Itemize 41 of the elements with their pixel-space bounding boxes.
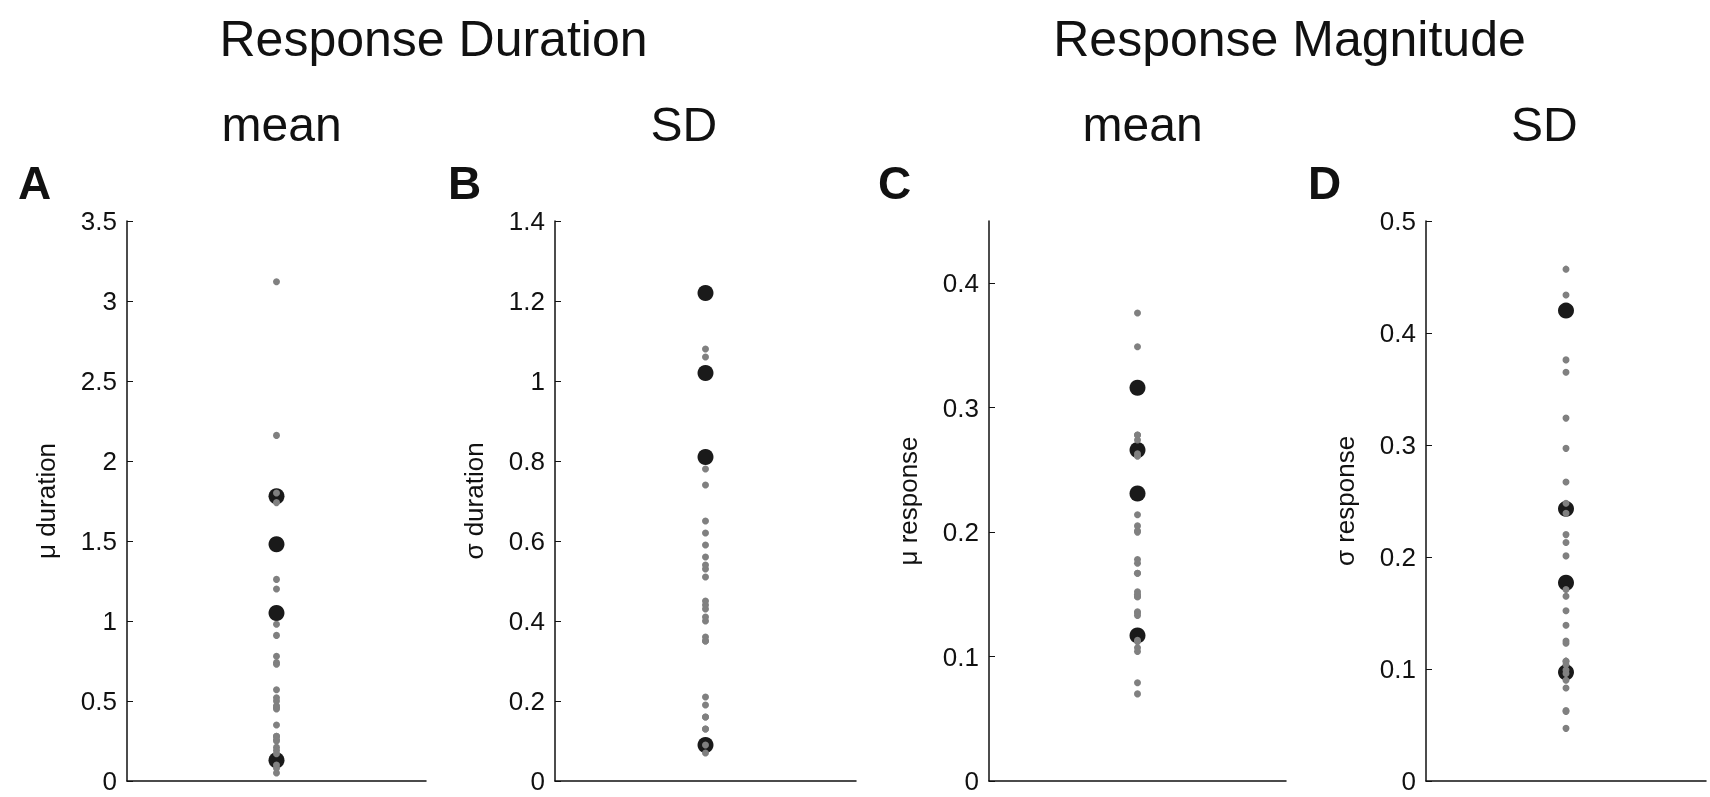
y-tick-label: 0.5 xyxy=(80,686,117,716)
chart-title: Response Duration xyxy=(219,10,648,68)
chart-subtitle: mean xyxy=(1082,97,1203,151)
text: C xyxy=(878,157,912,209)
y-axis-title: μ duration xyxy=(31,442,61,560)
y-tick-label: 1.2 xyxy=(508,286,545,316)
y-tick-label: 0.6 xyxy=(508,526,545,556)
y-axis-title: μ response xyxy=(893,436,923,566)
y-tick-label: 1.5 xyxy=(80,526,117,556)
y-tick-label: 0 xyxy=(1401,766,1416,796)
text: D xyxy=(1308,157,1342,209)
y-tick-label: 0 xyxy=(964,766,979,796)
y-tick-label: 0.5 xyxy=(1379,206,1416,236)
chart-subtitle: SD xyxy=(650,97,718,151)
y-tick-label: 0.2 xyxy=(1379,542,1416,572)
y-tick-label: 0.1 xyxy=(1379,654,1416,684)
y-tick-label: 1.4 xyxy=(508,206,545,236)
y-tick-label: 1 xyxy=(530,366,545,396)
chart-subtitle: mean xyxy=(221,97,342,151)
y-tick-label: 0.2 xyxy=(942,517,979,548)
y-tick-label: 2.5 xyxy=(80,366,117,396)
y-tick-label: 0.4 xyxy=(942,268,979,299)
y-tick-label: 0.2 xyxy=(508,686,545,716)
y-tick-label: 0 xyxy=(530,766,545,796)
y-tick-label: 0.3 xyxy=(942,392,979,423)
y-axis-title: σ duration xyxy=(459,442,489,560)
chart-subtitle: SD xyxy=(1511,97,1578,151)
y-tick-label: 0.1 xyxy=(942,641,979,672)
y-tick-label: 3.5 xyxy=(80,206,117,236)
y-tick-label: 0.8 xyxy=(508,446,545,476)
y-tick-label: 2 xyxy=(102,446,117,476)
text: A xyxy=(18,157,52,209)
y-tick-label: 0.4 xyxy=(508,606,545,636)
y-tick-label: 0 xyxy=(102,766,117,796)
y-tick-label: 0.4 xyxy=(1379,318,1416,348)
y-tick-label: 3 xyxy=(102,286,117,316)
text: B xyxy=(448,157,482,209)
chart-title: Response Magnitude xyxy=(1053,10,1526,68)
y-tick-label: 0.3 xyxy=(1379,430,1416,460)
y-axis-title: σ response xyxy=(1330,435,1360,567)
y-tick-label: 1 xyxy=(102,606,117,636)
